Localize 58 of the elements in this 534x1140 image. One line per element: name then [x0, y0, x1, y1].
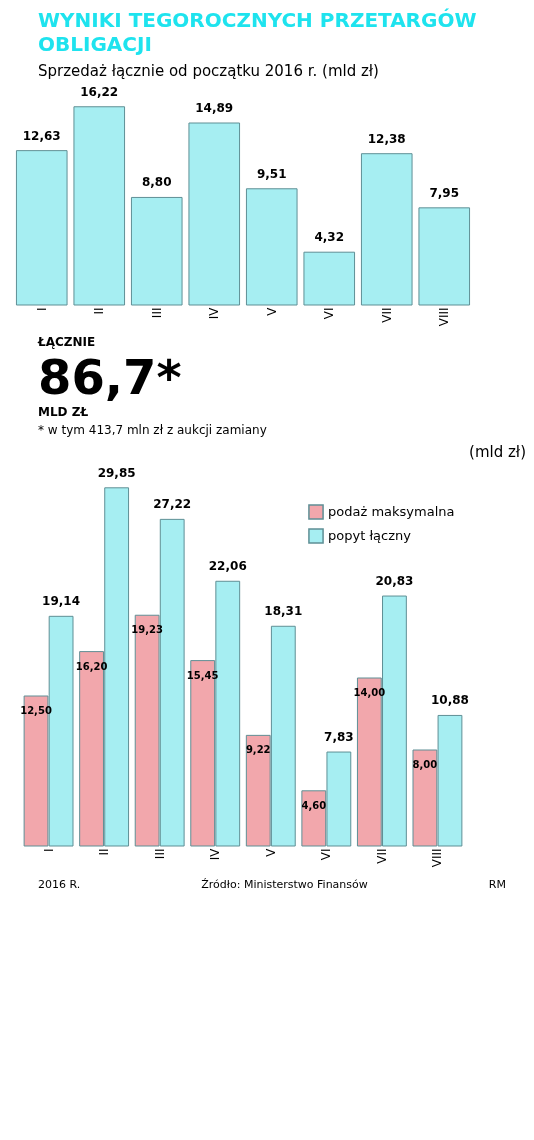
x-tick-label: II — [92, 307, 107, 315]
x-tick-label: VIII — [437, 307, 452, 327]
chart-subtitle: Sprzedaż łącznie od początku 2016 r. (mld zł) — [38, 62, 380, 80]
text: * w tym 413,7 mln zł z aukcji zamiany — [38, 423, 268, 437]
text: ŁĄCZNIE — [38, 335, 97, 349]
x-tick-label: V — [263, 847, 278, 857]
text: RM — [488, 878, 506, 891]
bar — [245, 188, 298, 306]
x-tick-label: VII — [379, 307, 394, 323]
x-tick-label: III — [152, 848, 167, 860]
text: Źródło: Ministerstwo Finansów — [201, 878, 368, 891]
data-label: 4,32 — [314, 230, 345, 245]
x-tick-label: III — [149, 307, 164, 319]
bar — [303, 251, 356, 306]
bar — [418, 207, 471, 306]
data-label: 14,89 — [195, 101, 234, 116]
data-label: 20,83 — [375, 574, 414, 589]
bar — [360, 153, 413, 306]
data-label: 18,31 — [264, 604, 303, 619]
data-label: 9,51 — [256, 166, 287, 181]
data-label: 4,60 — [301, 799, 327, 811]
data-label: 16,22 — [80, 84, 119, 99]
data-label: 29,85 — [97, 465, 136, 480]
text: 86,7* — [38, 349, 183, 405]
x-tick-label: IV — [208, 847, 223, 861]
x-tick-label: V — [264, 306, 279, 316]
data-label: 12,63 — [22, 128, 61, 143]
data-label: 9,22 — [245, 744, 271, 756]
x-tick-label: VIII — [430, 848, 445, 868]
x-tick-label: IV — [207, 306, 222, 320]
bar — [15, 150, 68, 306]
legend-label: popyt łączny — [328, 528, 412, 543]
x-tick-label: I — [34, 307, 49, 312]
bar — [188, 122, 241, 306]
data-label: 12,50 — [20, 705, 52, 716]
bar — [73, 106, 126, 306]
text: MLD ZŁ — [38, 405, 90, 419]
data-label: 15,45 — [186, 669, 219, 681]
x-tick-label: VI — [322, 307, 337, 320]
bar — [130, 196, 183, 306]
data-label: 19,23 — [131, 624, 163, 636]
y-axis-title: (mld zł) — [468, 443, 526, 461]
x-tick-label: VI — [319, 848, 334, 861]
data-label: 19,14 — [42, 594, 81, 609]
data-label: 7,95 — [429, 185, 460, 200]
data-label: 7,83 — [324, 730, 354, 745]
data-label: 27,22 — [153, 497, 192, 512]
x-tick-label: II — [97, 848, 112, 856]
data-label: 8,80 — [141, 175, 172, 190]
legend-label: podaż maksymalna — [328, 504, 455, 519]
data-label: 8,00 — [412, 759, 438, 770]
data-label: 22,06 — [208, 559, 247, 574]
x-tick-label: I — [41, 848, 56, 853]
x-tick-label: VII — [374, 848, 389, 864]
data-label: 12,38 — [367, 131, 406, 146]
text: 2016 R. — [38, 878, 81, 891]
data-label: 10,88 — [431, 693, 469, 708]
chart-title: WYNIKI TEGOROCZNYCH PRZETARGÓW OBLIGACJI — [38, 8, 478, 56]
